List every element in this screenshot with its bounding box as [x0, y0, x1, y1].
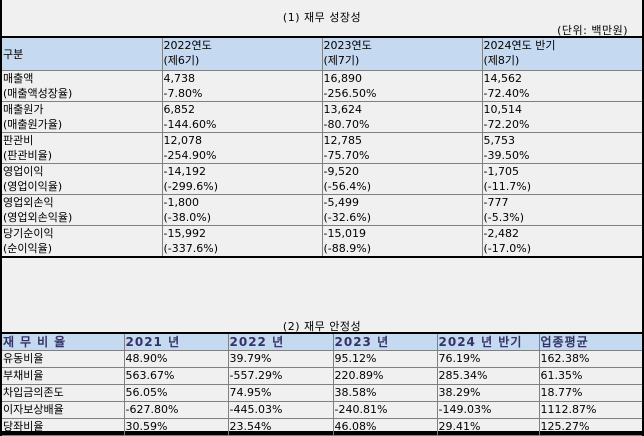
cell: -557.29% [227, 367, 334, 385]
table-row: 영업외손익 (영업외손익율) -1,800 (-38.0%) -5,499 (-32.… [2, 194, 642, 226]
cell: 220.89% [332, 367, 438, 385]
row-label: 영업외손익 (영업외손익율) [2, 194, 163, 226]
cell: 563.67% [123, 367, 229, 385]
header-2024-half: 2024 년 반기 [436, 333, 540, 351]
table-row: 이자보상배율 -627.80% -445.03% -240.81% -149.0… [2, 401, 642, 419]
row-label: 영업이익 (영업이익율) [2, 163, 163, 195]
table-row: 유동비율 48.90% 39.79% 95.12% 76.19% 162.38% [2, 350, 642, 368]
row-label: 당기순이익 (순이익율) [2, 225, 163, 258]
header-2022: 2022 년 [227, 333, 334, 351]
header-ratio: 재무비율 [2, 333, 125, 351]
cell: -9,520 (-56.4%) [321, 163, 483, 195]
header-2023: 2023연도 (제7기) [321, 37, 483, 71]
cell: -14,192 (-299.6%) [161, 163, 323, 195]
row-label: 매출액 (매출액성장율) [2, 70, 163, 102]
row-label: 유동비율 [2, 350, 125, 368]
cell: 285.34% [436, 367, 540, 385]
cell: -15,992 (-337.6%) [161, 225, 323, 258]
cell: 38.58% [332, 384, 438, 402]
stability-table: 재무비율 2021 년 2022 년 2023 년 2024 년 반기 업종평균… [2, 332, 642, 436]
cell: -627.80% [123, 401, 229, 419]
cell: 30.59% [123, 418, 229, 436]
header-2024-half: 2024연도 반기 (제8기) [481, 37, 642, 71]
cell: -5,499 (-32.6%) [321, 194, 483, 226]
stability-header-row: 재무비율 2021 년 2022 년 2023 년 2024 년 반기 업종평균 [2, 333, 642, 351]
row-label: 이자보상배율 [2, 401, 125, 419]
cell: 4,738 -7.80% [161, 70, 323, 102]
table-row: 매출액 (매출액성장율) 4,738 -7.80% 16,890 -256.50% 1… [2, 70, 642, 102]
cell: -15,019 (-88.9%) [321, 225, 483, 258]
growth-header-row: 구분 2022연도 (제6기) 2023연도 (제7기) 2024연도 반기 (제8기… [2, 37, 642, 71]
cell: 14,562 -72.40% [481, 70, 642, 102]
cell: 6,852 -144.60% [161, 101, 323, 133]
cell: 95.12% [332, 350, 438, 368]
table-row: 판관비 (판관비율) 12,078 -254.90% 12,785 -75.70% 5… [2, 132, 642, 164]
cell: -240.81% [332, 401, 438, 419]
cell: 10,514 -72.20% [481, 101, 642, 133]
cell: -1,705 (-11.7%) [481, 163, 642, 195]
cell: 48.90% [123, 350, 229, 368]
growth-table: 구분 2022연도 (제6기) 2023연도 (제7기) 2024연도 반기 (제8기… [2, 36, 642, 258]
header-2021: 2021 년 [123, 333, 229, 351]
cell: 38.29% [436, 384, 540, 402]
header-2023: 2023 년 [332, 333, 438, 351]
cell: 61.35% [538, 367, 642, 385]
stability-section-title: (2) 재무 안정성 [282, 320, 362, 333]
table-row: 당기순이익 (순이익율) -15,992 (-337.6%) -15,019 (-88… [2, 225, 642, 258]
cell: 39.79% [227, 350, 334, 368]
cell: 29.41% [436, 418, 540, 436]
header-2022: 2022연도 (제6기) [161, 37, 323, 71]
cell: 1112.87% [538, 401, 642, 419]
cell: 12,078 -254.90% [161, 132, 323, 164]
cell: 74.95% [227, 384, 334, 402]
cell: 16,890 -256.50% [321, 70, 483, 102]
row-label: 차입금의존도 [2, 384, 125, 402]
cell: -777 (-5.3%) [481, 194, 642, 226]
table-row: 매출원가 (매출원가율) 6,852 -144.60% 13,624 -80.70% … [2, 101, 642, 133]
table-row: 당좌비율 30.59% 23.54% 46.08% 29.41% 125.27% [2, 418, 642, 436]
header-industry-avg: 업종평균 [538, 333, 642, 351]
row-label: 매출원가 (매출원가율) [2, 101, 163, 133]
cell: 56.05% [123, 384, 229, 402]
cell: 13,624 -80.70% [321, 101, 483, 133]
header-category: 구분 [2, 37, 163, 71]
cell: 18.77% [538, 384, 642, 402]
cell: -149.03% [436, 401, 540, 419]
cell: -1,800 (-38.0%) [161, 194, 323, 226]
cell: -445.03% [227, 401, 334, 419]
growth-section-title: (1) 재무 성장성 [282, 11, 362, 24]
row-label: 부채비율 [2, 367, 125, 385]
cell: 76.19% [436, 350, 540, 368]
cell: 5,753 -39.50% [481, 132, 642, 164]
row-label: 판관비 (판관비율) [2, 132, 163, 164]
table-row: 영업이익 (영업이익율) -14,192 (-299.6%) -9,520 (-56.… [2, 163, 642, 195]
cell: 162.38% [538, 350, 642, 368]
table-row: 부채비율 563.67% -557.29% 220.89% 285.34% 61… [2, 367, 642, 385]
table-row: 차입금의존도 56.05% 74.95% 38.58% 38.29% 18.77… [2, 384, 642, 402]
cell: 12,785 -75.70% [321, 132, 483, 164]
unit-label: (단위: 백만원) [557, 24, 628, 37]
cell: -2,482 (-17.0%) [481, 225, 642, 258]
